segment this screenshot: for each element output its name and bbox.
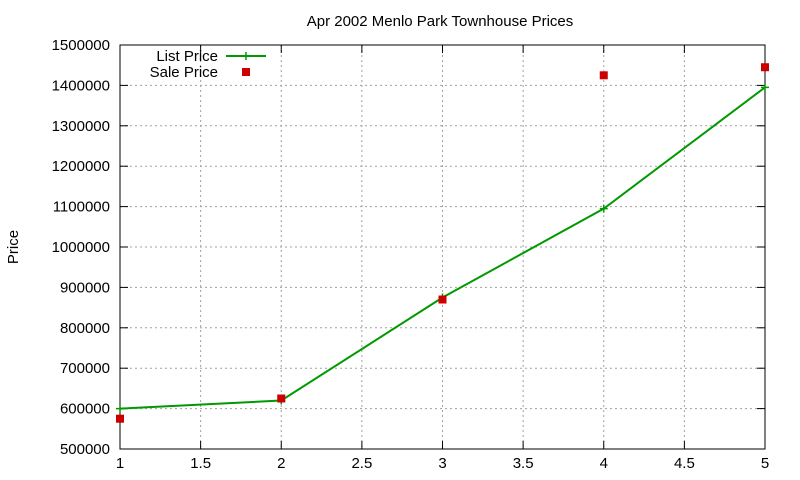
sale-price-point (761, 63, 769, 72)
legend-label-list-price: List Price (156, 48, 218, 65)
y-tick-labels: 500000 600000 700000 800000 900000 1000000 110… (52, 37, 110, 458)
y-tick-label: 1400000 (52, 77, 110, 94)
grid (120, 45, 765, 449)
x-tick-label: 5 (761, 455, 769, 472)
y-tick-label: 700000 (60, 360, 110, 377)
legend-label-sale-price: Sale Price (150, 64, 218, 81)
x-tick-label: 2 (277, 455, 285, 472)
y-axis-label: Price (5, 230, 22, 264)
y-tick-label: 1300000 (52, 118, 110, 135)
x-tick-labels: 1 1.5 2 2.5 3 3.5 4 4.5 5 (116, 455, 769, 472)
y-tick-label: 1100000 (53, 199, 110, 216)
x-tick-label: 2.5 (351, 455, 372, 472)
x-tick-label: 1.5 (190, 455, 211, 472)
sale-price-point (277, 394, 286, 403)
list-price-point (599, 204, 608, 213)
y-tick-label: 1000000 (52, 239, 110, 256)
x-tick-label: 4.5 (674, 455, 695, 472)
y-tick-label: 1500000 (52, 37, 110, 54)
x-tick-label: 3.5 (513, 455, 534, 472)
list-price-point (761, 83, 769, 92)
legend: List Price Sale Price (150, 48, 266, 81)
legend-marker-sale-price (242, 68, 250, 76)
y-tick-label: 900000 (60, 279, 110, 296)
series-layer (116, 63, 769, 423)
x-tick-label: 3 (438, 455, 446, 472)
x-tick-label: 1 (116, 455, 124, 472)
list-price-point (116, 404, 124, 413)
x-tick-label: 4 (600, 455, 608, 472)
y-tick-label: 600000 (60, 401, 110, 418)
chart-title: Apr 2002 Menlo Park Townhouse Prices (307, 13, 574, 30)
y-tick-label: 1200000 (52, 158, 110, 175)
sale-price-point (438, 295, 447, 304)
axis-ticks (119, 44, 766, 450)
sale-price-point (599, 71, 608, 80)
legend-marker-list-price (242, 52, 250, 60)
sale-price-point (116, 414, 124, 423)
y-tick-label: 500000 (60, 441, 110, 458)
y-tick-label: 800000 (60, 320, 110, 337)
